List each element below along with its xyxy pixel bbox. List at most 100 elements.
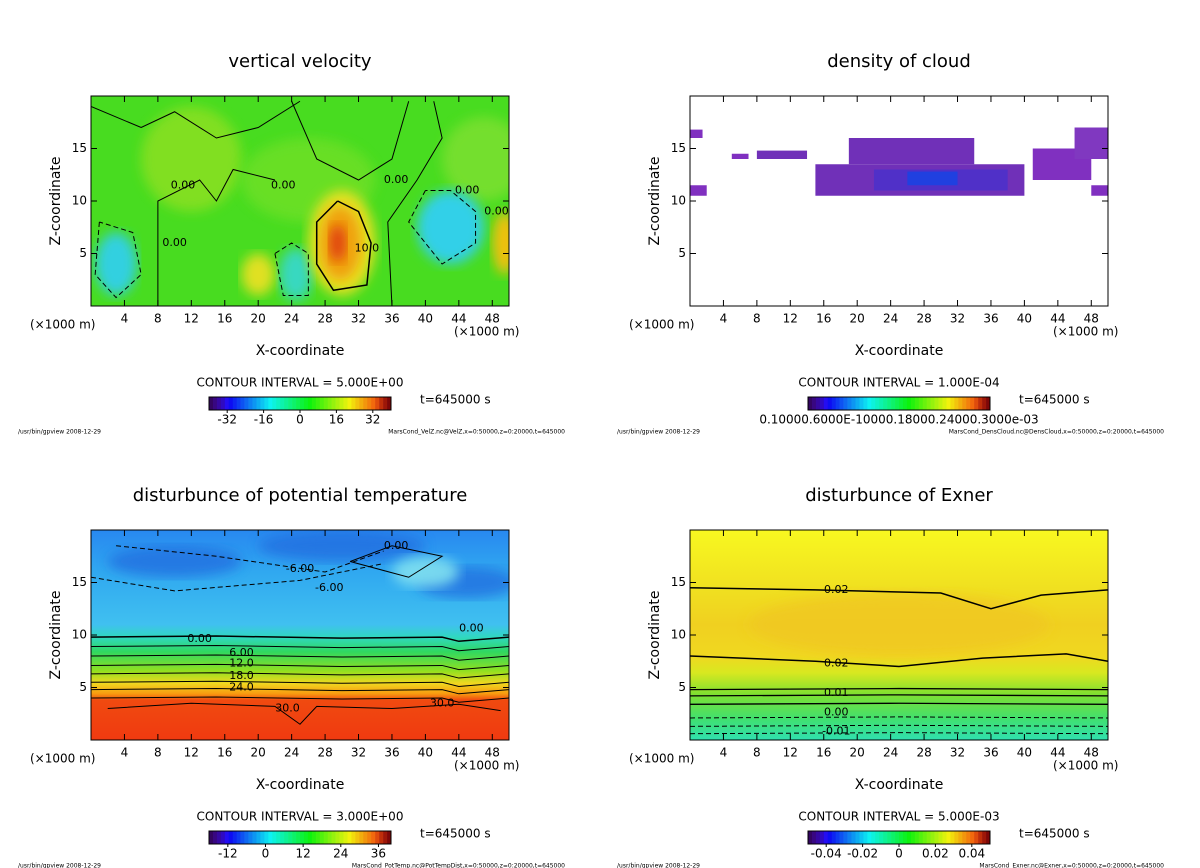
x-tick-label: 12 — [184, 746, 199, 760]
panel-title: disturbunce of potential temperature — [133, 485, 468, 506]
colorbar-cell — [319, 831, 325, 844]
panel-title: vertical velocity — [228, 51, 372, 72]
colorbar-cell — [831, 397, 836, 410]
colorbar-cell — [966, 397, 971, 410]
colorbar-cell — [264, 397, 269, 410]
colorbar-tick-label: -16 — [254, 413, 274, 427]
contour-label: 0.00 — [459, 622, 484, 635]
colorbar-cell — [244, 397, 249, 410]
colorbar-cell — [244, 831, 249, 844]
colorbar-cell — [986, 397, 991, 410]
field-blob — [258, 530, 426, 562]
colorbar-cell — [875, 397, 880, 410]
colorbar-cell — [942, 397, 947, 410]
x-tick-label: 36 — [983, 746, 998, 760]
contour-line — [408, 190, 477, 265]
colorbar-cell — [855, 831, 860, 844]
colorbar-frame — [807, 396, 991, 411]
y-tick-label: 5 — [79, 246, 87, 260]
colorbar-cell — [827, 397, 833, 410]
contour-line — [315, 200, 372, 292]
y-tick-label: 15 — [671, 575, 686, 589]
field-blob — [279, 248, 313, 301]
colorbar-cell — [347, 831, 352, 844]
colorbar-cell — [895, 397, 900, 410]
contour-line — [690, 716, 1108, 719]
footer-left: /usr/bin/gpview 2008-12-29 — [617, 863, 700, 868]
y-tick-label: 15 — [671, 141, 686, 155]
contour-label: 0.00 — [187, 632, 212, 645]
colorbar-cell — [958, 831, 963, 844]
colorbar-cell — [906, 831, 912, 844]
contour-label: 0.02 — [824, 656, 849, 669]
colorbar-cell — [240, 397, 245, 410]
contour-label: 0.02 — [824, 583, 849, 596]
colorbar-cell — [367, 831, 372, 844]
colorbar-cell — [879, 831, 884, 844]
colorbar-cell — [355, 831, 360, 844]
colorbar-cell — [871, 397, 876, 410]
contour-label: 18.0 — [229, 669, 254, 682]
colorbar-cell — [843, 397, 848, 410]
x-unit: (×1000 m) — [1053, 325, 1118, 339]
colorbar-cell — [823, 397, 829, 410]
colorbar-cell — [379, 397, 384, 410]
field-bg — [690, 96, 1108, 306]
contour-label: 30.0 — [430, 696, 455, 709]
x-tick-label: 40 — [418, 746, 433, 760]
footer-left: /usr/bin/gpview 2008-12-29 — [617, 429, 700, 436]
colorbar-cell — [387, 397, 392, 410]
colorbar-cell — [926, 831, 931, 844]
colorbar-cell — [938, 397, 943, 410]
colorbar-cell — [288, 397, 293, 410]
y-axis-label: Z-coordinate — [48, 590, 64, 679]
contour-label: 0.00 — [455, 184, 480, 197]
contour-label: 30.0 — [275, 702, 300, 715]
x-unit: (×1000 m) — [30, 318, 95, 332]
contour-label: -6.00 — [315, 581, 343, 594]
contour-label: 24.0 — [229, 681, 254, 694]
colorbar-cell — [300, 397, 305, 410]
colorbar-tick-label: 12 — [295, 847, 310, 861]
colorbar-cell — [371, 831, 376, 844]
y-tick-label: 10 — [72, 194, 87, 208]
footer-left: /usr/bin/gpview 2008-12-29 — [18, 429, 101, 436]
field-patch — [907, 171, 958, 186]
colorbar-cell — [887, 397, 892, 410]
panel: vertical velocity 0.00 0.00 0.00 10.0 0.00 0.0… — [18, 51, 565, 436]
contour-line — [91, 100, 301, 139]
colorbar-cell — [891, 831, 896, 844]
x-tick-label: 8 — [154, 746, 162, 760]
contour-line — [91, 672, 509, 679]
x-tick-label: 44 — [451, 746, 466, 760]
colorbar-cell — [831, 831, 836, 844]
colorbar-cell — [974, 397, 979, 410]
contour-line — [690, 694, 1108, 697]
y-tick-label: 15 — [72, 575, 87, 589]
colorbar-cell — [315, 831, 321, 844]
colorbar-cell — [272, 831, 277, 844]
colorbar-cell — [236, 397, 241, 410]
field-blob — [107, 545, 242, 578]
colorbar-tick-label: 0 — [895, 847, 903, 861]
contour-line — [91, 644, 509, 652]
x-tick-label: 48 — [1084, 312, 1099, 326]
colorbar-cell — [970, 397, 975, 410]
colorbar-cell — [819, 831, 825, 844]
colorbar-cell — [383, 397, 388, 410]
colorbar-cell — [260, 397, 265, 410]
x-tick-label: 28 — [317, 312, 332, 326]
contour-line — [157, 168, 276, 306]
x-axis-label: X-coordinate — [256, 777, 345, 793]
colorbar-cell — [930, 397, 935, 410]
time-label: t=645000 s — [420, 827, 491, 841]
colorbar-cell — [855, 397, 860, 410]
colorbar-cell — [883, 397, 888, 410]
x-tick-label: 20 — [850, 746, 865, 760]
colorbar-cell — [954, 397, 959, 410]
colorbar-cell — [351, 831, 356, 844]
colorbar-cell — [363, 397, 368, 410]
colorbar-cell — [224, 831, 230, 844]
x-unit: (×1000 m) — [1053, 759, 1118, 773]
x-tick-label: 4 — [720, 312, 728, 326]
